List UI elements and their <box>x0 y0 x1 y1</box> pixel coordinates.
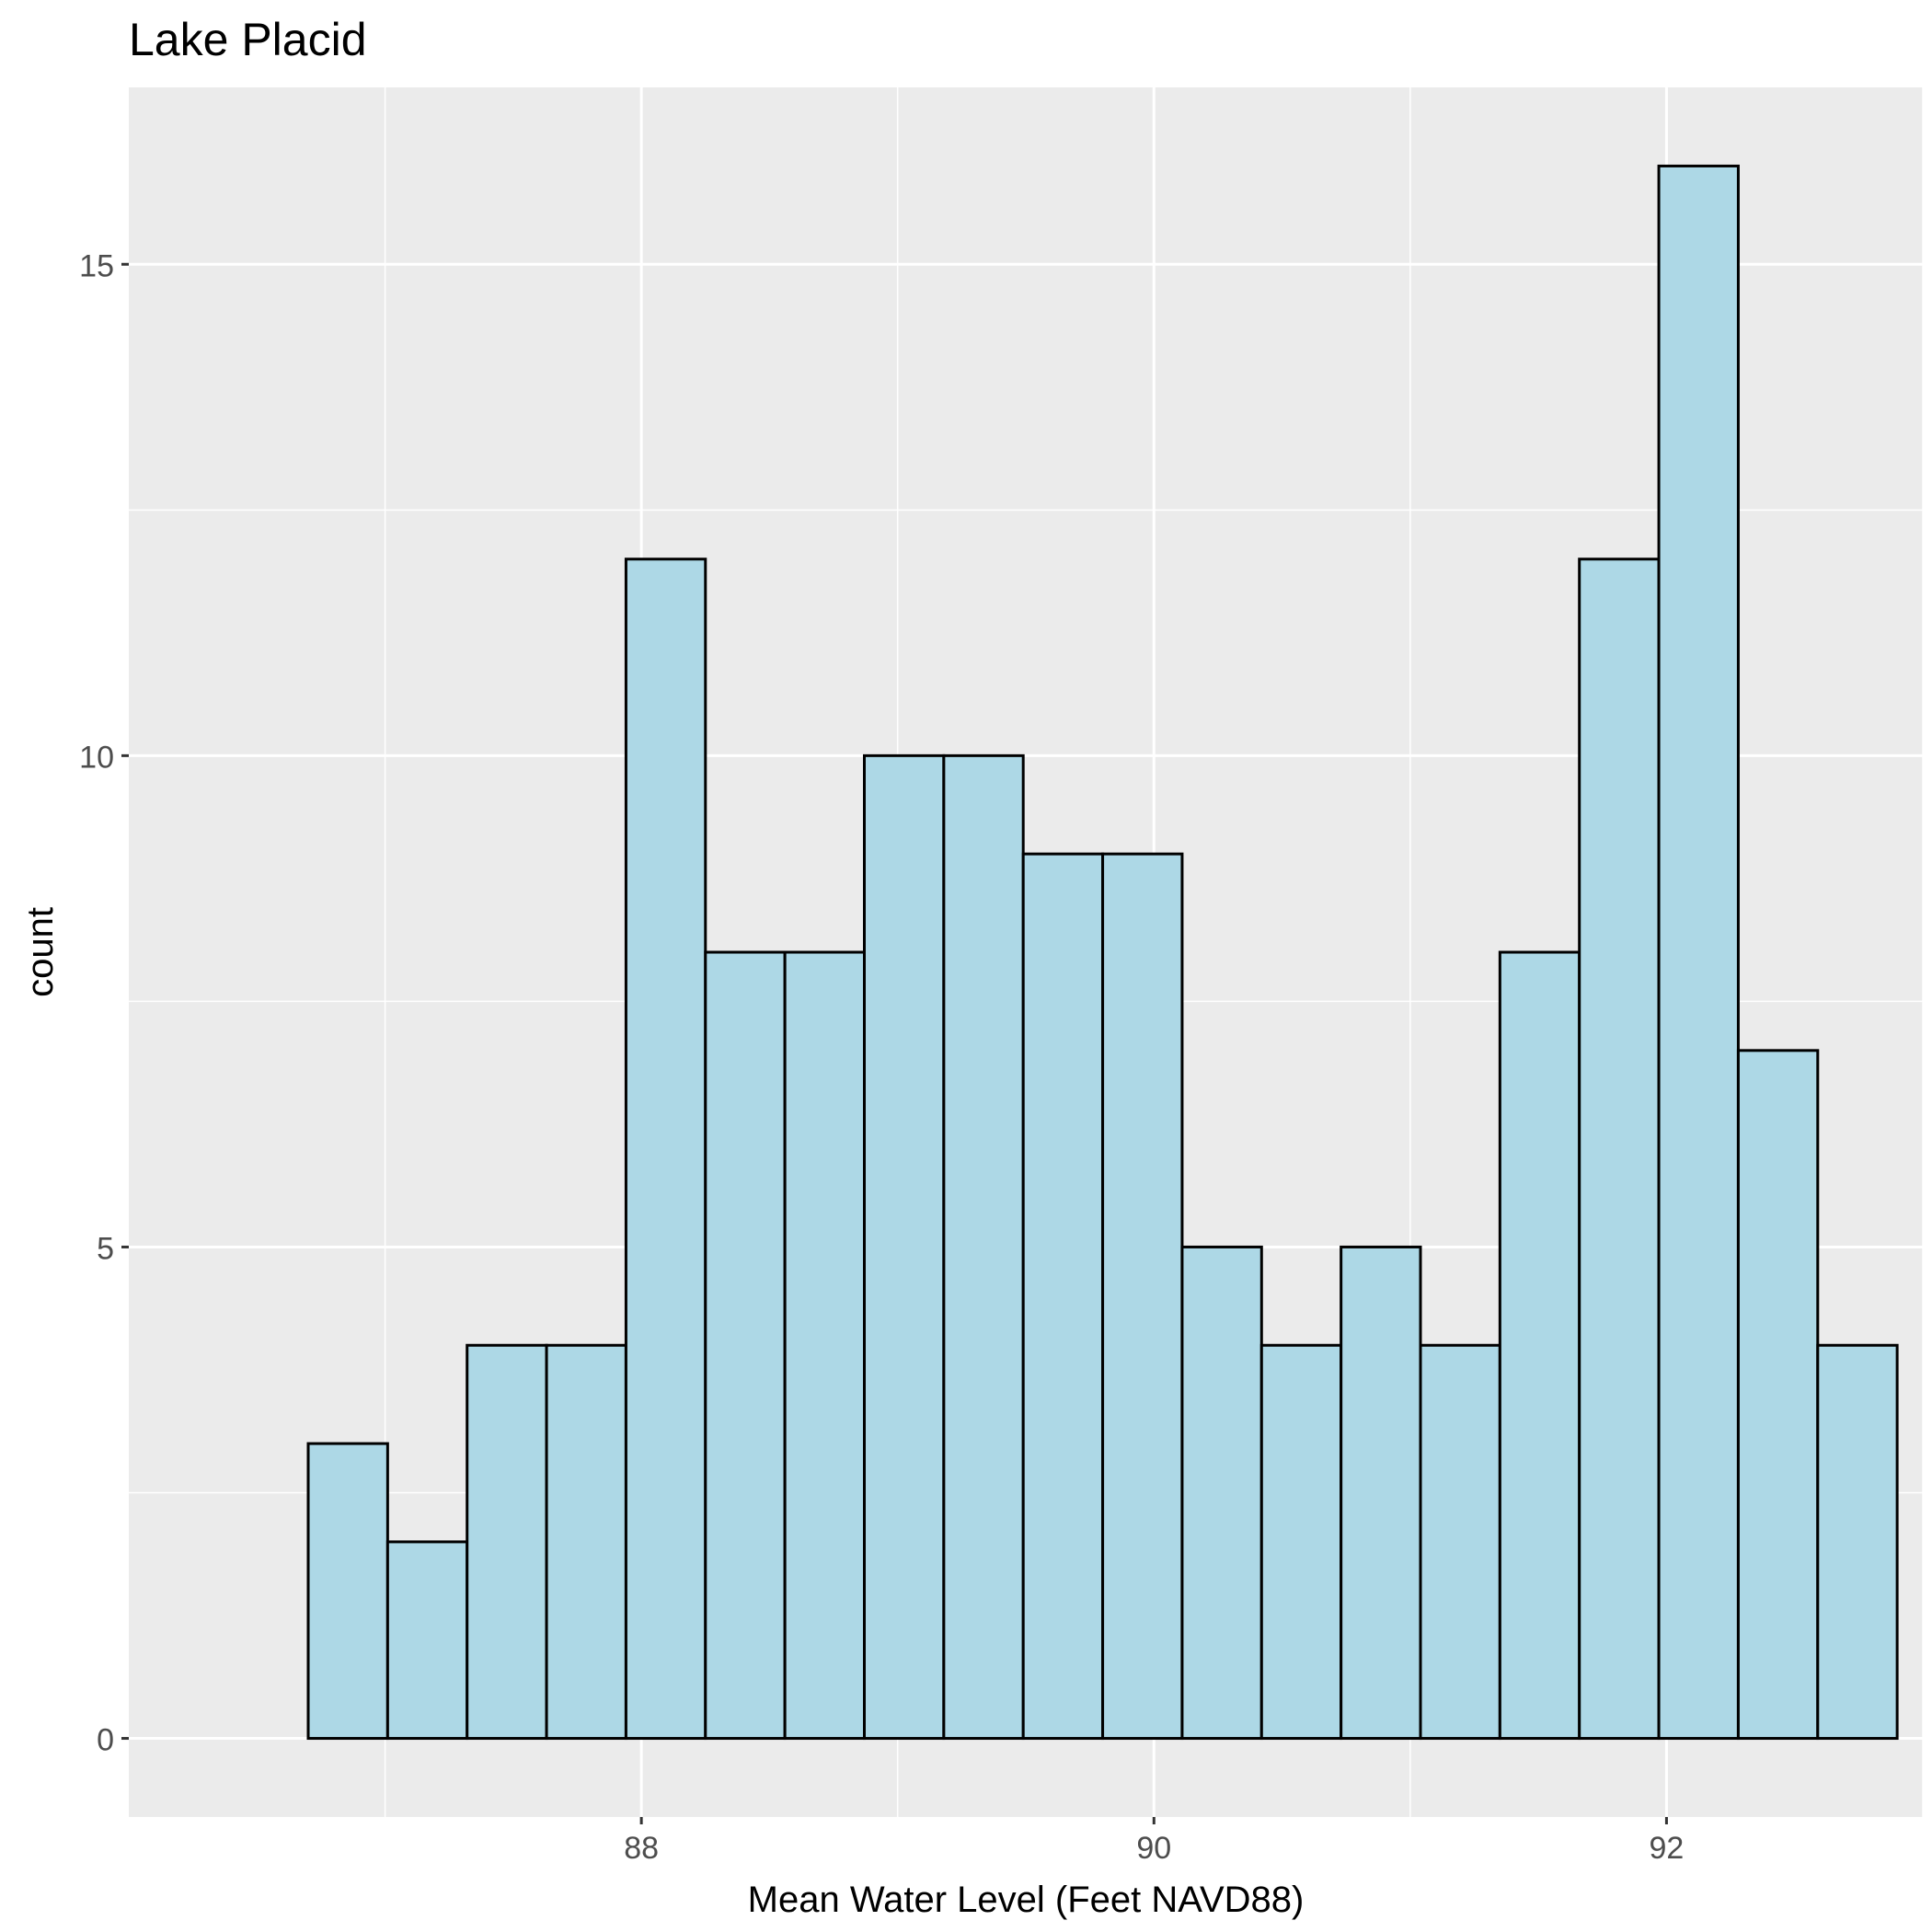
histogram-bar <box>306 1442 389 1741</box>
histogram-bar <box>1419 1343 1501 1741</box>
histogram-bar <box>466 1343 548 1741</box>
histogram-bar <box>1180 1245 1263 1741</box>
histogram-bar <box>704 950 787 1741</box>
y-tick-label: 15 <box>79 248 114 283</box>
histogram-bar <box>385 1540 469 1741</box>
x-axis-title: Mean Water Level (Feet NAVD88) <box>748 1880 1305 1920</box>
y-axis-title: count <box>20 907 61 997</box>
x-tick-label: 90 <box>1136 1831 1171 1866</box>
x-axis: 88 90 92 <box>624 1817 1684 1866</box>
histogram-bar <box>1736 1049 1820 1741</box>
y-tick-label: 10 <box>79 740 114 775</box>
histogram-bar <box>1578 558 1661 1741</box>
histogram-bar <box>624 558 707 1741</box>
x-tick-label: 88 <box>624 1831 659 1866</box>
histogram-bar <box>783 950 867 1741</box>
histogram-bar <box>1021 852 1105 1741</box>
histogram-bars <box>306 164 1899 1741</box>
histogram-bar <box>863 753 946 1741</box>
y-axis: 0 5 10 15 <box>79 248 129 1758</box>
histogram-bar <box>1259 1343 1343 1741</box>
x-tick-label: 92 <box>1650 1831 1685 1866</box>
y-tick-label: 0 <box>97 1723 114 1758</box>
chart-title: Lake Placid <box>129 14 367 65</box>
histogram-bar <box>1498 950 1581 1741</box>
histogram-bar <box>1816 1343 1899 1741</box>
histogram-bar <box>545 1343 627 1741</box>
histogram-bar <box>1340 1245 1422 1741</box>
histogram-bar <box>1101 852 1184 1741</box>
y-tick-label: 5 <box>97 1231 114 1266</box>
histogram-bar <box>1657 164 1740 1741</box>
histogram-bar <box>942 753 1025 1741</box>
